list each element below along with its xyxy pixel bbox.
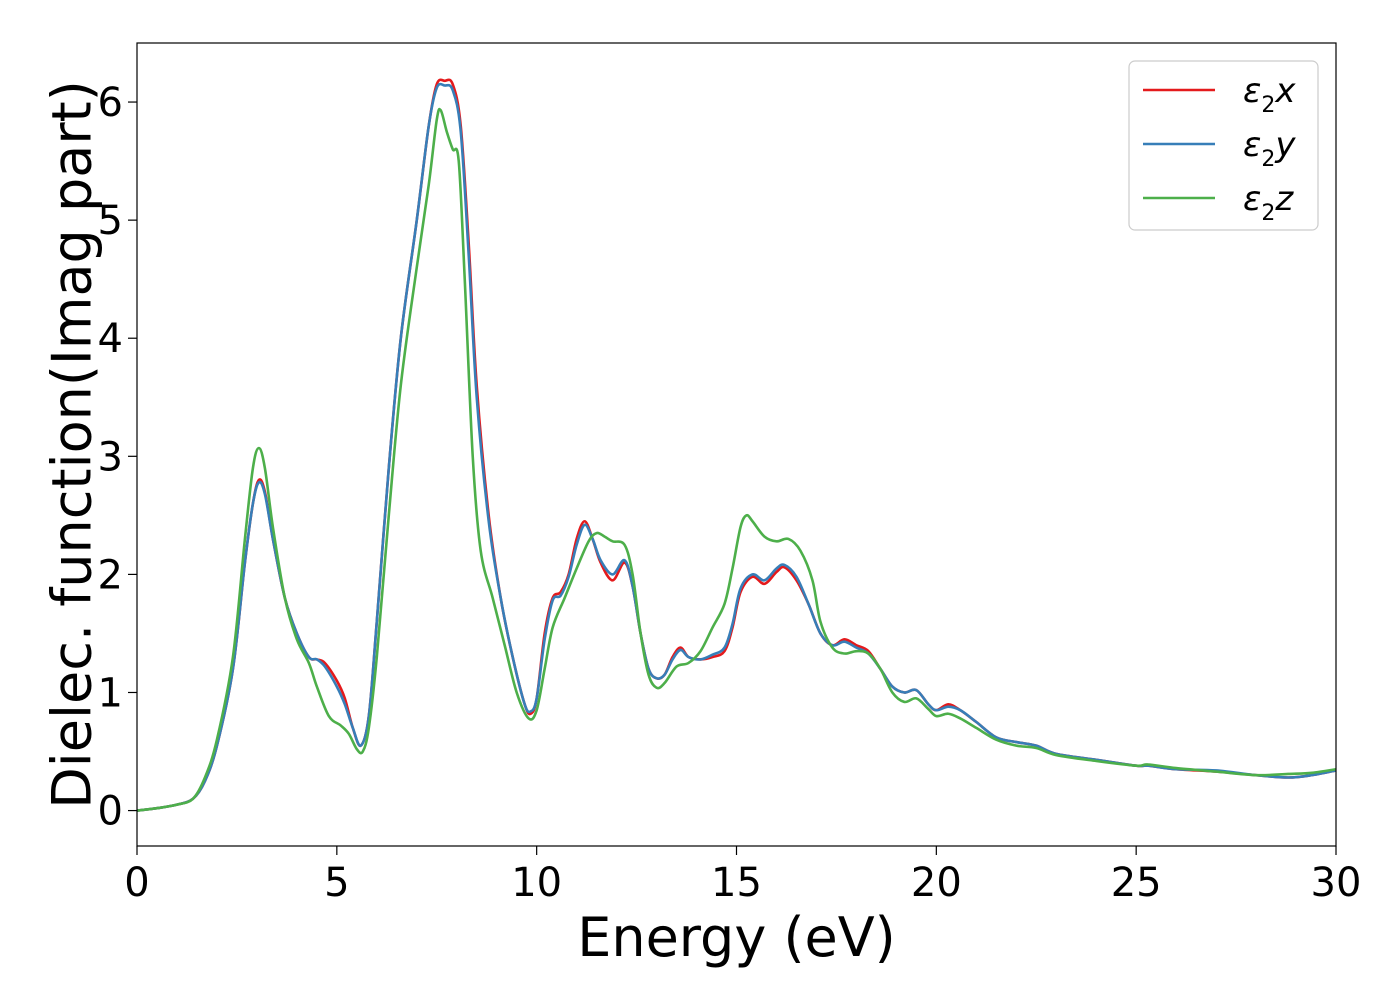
- x-axis-ticks: 0 5 10 15 20 25 30: [124, 846, 1361, 906]
- series-line-y: [136, 82, 1337, 812]
- y-axis-ticks: 0 1 2 3 4 5 6: [98, 80, 137, 835]
- series-layer: [136, 78, 1337, 812]
- legend-label: ε2x: [1243, 71, 1296, 118]
- y-tick-label: 3: [98, 434, 123, 480]
- y-tick-label: 5: [98, 198, 123, 244]
- x-tick-label: 5: [324, 860, 349, 906]
- y-tick-label: 6: [98, 80, 123, 126]
- series-line-z: [136, 107, 1337, 812]
- x-axis-label: Energy (eV): [577, 906, 896, 969]
- legend: ε2x ε2y ε2z: [1128, 60, 1319, 231]
- x-tick-label: 25: [1111, 860, 1162, 906]
- y-tick-label: 4: [98, 316, 123, 362]
- legend-label: ε2y: [1243, 125, 1296, 172]
- x-tick-label: 15: [711, 860, 762, 906]
- y-tick-label: 0: [98, 789, 123, 835]
- y-tick-label: 1: [98, 670, 123, 716]
- y-axis-label: Dielec. function(Imag part): [41, 80, 104, 809]
- x-tick-label: 20: [911, 860, 962, 906]
- legend-box: [1128, 60, 1319, 231]
- y-tick-label: 2: [98, 552, 123, 598]
- legend-label: ε2z: [1243, 179, 1294, 226]
- x-tick-label: 30: [1311, 860, 1362, 906]
- x-tick-label: 0: [124, 860, 149, 906]
- x-tick-label: 10: [511, 860, 562, 906]
